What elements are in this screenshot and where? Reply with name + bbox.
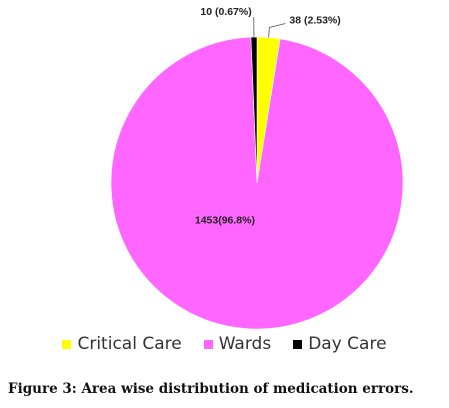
- pie-chart: 38 (2.53%) 1453(96.8%) 10 (0.67%): [110, 6, 404, 330]
- legend: Critical Care Wards Day Care: [0, 334, 449, 354]
- legend-item-wards: Wards: [203, 334, 272, 354]
- data-label-wards: 1453(96.8%): [195, 214, 255, 226]
- pie-slice-wards: [110, 36, 404, 330]
- legend-swatch-day-care: [293, 339, 303, 349]
- legend-label-wards: Wards: [218, 334, 272, 354]
- legend-label-critical-care: Critical Care: [77, 334, 182, 354]
- leader-line-critical-care: [268, 23, 286, 38]
- data-label-critical-care: 38 (2.53%): [289, 14, 340, 26]
- data-label-day-care: 10 (0.67%): [200, 6, 251, 18]
- legend-item-day-care: Day Care: [293, 334, 387, 354]
- legend-swatch-critical-care: [62, 339, 72, 349]
- legend-swatch-wards: [203, 339, 213, 349]
- legend-item-critical-care: Critical Care: [62, 334, 182, 354]
- figure-caption: Figure 3: Area wise distribution of medi…: [8, 381, 414, 397]
- legend-label-day-care: Day Care: [308, 334, 387, 354]
